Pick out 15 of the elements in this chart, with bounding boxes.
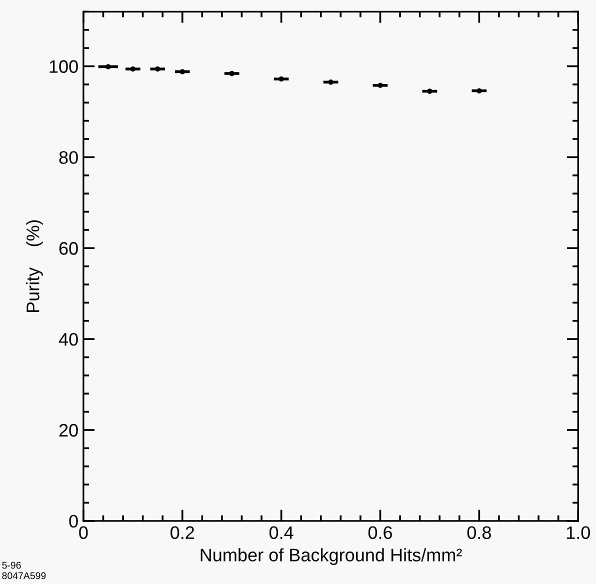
x-tick-label: 1.0: [566, 526, 590, 540]
x-tick-label: 0: [79, 526, 88, 540]
x-tick-label: 0.6: [368, 526, 392, 540]
y-tick-label: 60: [59, 242, 78, 255]
y-tick-label: 80: [59, 151, 78, 164]
y-axis-title: Purity (%): [26, 220, 43, 312]
x-tick-label: 0.2: [170, 526, 194, 540]
text: 5-96 8047A599: [2, 562, 46, 580]
y-tick-label: 0: [69, 514, 78, 528]
x-tick-label: 0.8: [467, 526, 491, 540]
x-tick-label: 0.4: [269, 526, 294, 540]
x-axis-title: Number of Background Hits/mm²: [200, 548, 462, 566]
y-tick-label: 20: [59, 424, 78, 437]
y-tick-label: 100: [50, 60, 78, 73]
y-tick-label: 40: [58, 332, 78, 346]
